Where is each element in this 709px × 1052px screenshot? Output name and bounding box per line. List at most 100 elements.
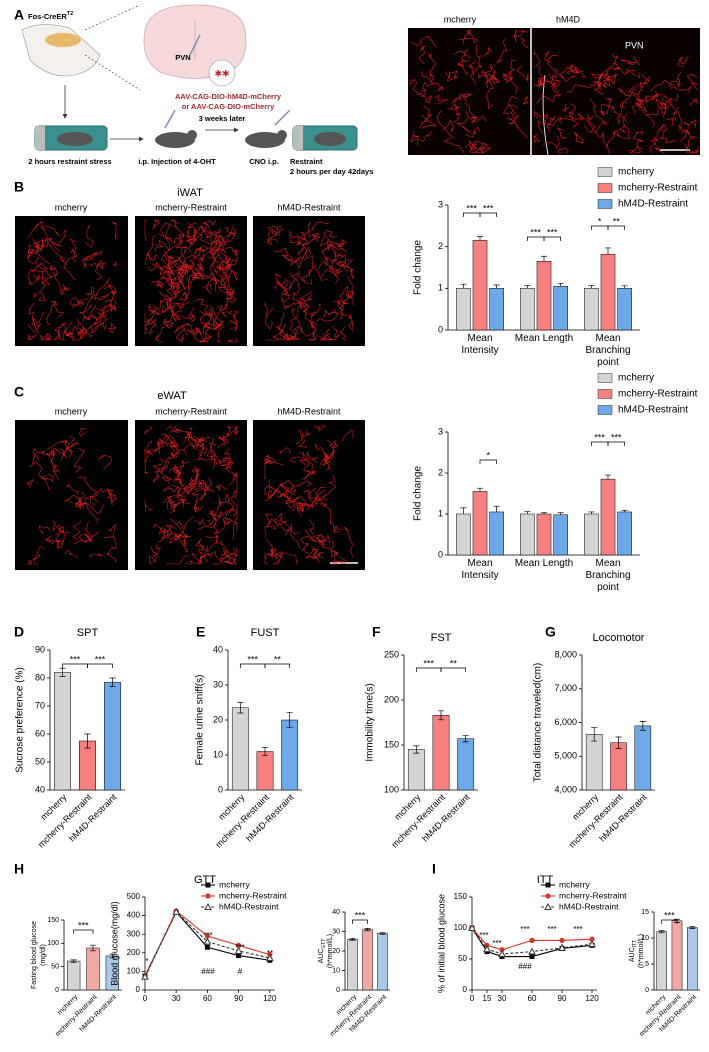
bar [617,288,632,331]
y-tick-label: 0 [438,324,443,334]
sig-bracket [463,212,481,217]
y-axis-label: Female urine sniff(s) [195,675,206,766]
marker [529,937,535,944]
step-label: 2 hours per day 42days [290,167,373,176]
x-tick-label: 30 [498,994,507,1003]
significance: * [145,957,148,966]
legend-label: mcherry-Restraint [219,890,287,900]
mouse-head-icon [277,130,287,140]
significance: *** [594,432,605,442]
bar [553,286,568,331]
y-tick-label: 2 [438,241,443,251]
significance: * [598,216,602,226]
y-tick-label: 80 [35,672,45,682]
fluorescence-texture [27,221,117,341]
fluorescence-texture [533,50,699,154]
significance: * [487,450,491,460]
fluorescence-texture [264,221,354,341]
neuron-icons: ✱✱ [214,68,229,78]
tube-cap [35,126,45,150]
error-bar [462,735,469,743]
step-label: CNO i.p. [249,157,279,166]
y-axis-label-part: AUC [629,947,636,962]
injection-needle [189,34,201,56]
legend-swatch [597,373,613,383]
series-line [471,927,593,958]
y-tick-label: 0 [463,985,468,994]
marker [499,947,505,953]
marker [529,954,535,960]
error-bar [639,721,646,731]
sig-bracket [87,663,113,668]
legend-label: hM4D-Restraint [219,901,279,911]
panel-letter: I [432,861,436,877]
significance: ### [518,962,532,971]
y-axis-label: Sucrose preference (%) [15,667,26,773]
bar [585,734,603,791]
bar [584,513,599,556]
error-bar [541,255,547,262]
y-tick-label: 0 [55,987,59,994]
y-tick-label: 150 [384,739,399,749]
marker [203,937,212,945]
y-axis-label: Fold change [413,466,424,521]
significance: ** [613,216,621,226]
bar [407,749,425,791]
marker [528,947,536,955]
legend-label: mcherry-Restraint [618,183,698,194]
significance: *** [573,925,582,934]
category-label-box: Mean Intensity [461,558,498,581]
y-axis-label: (h*mmol/L) [327,934,334,968]
x-tick-label: 15 [483,994,492,1003]
micrograph [253,420,365,570]
legend-label: hM4D-Restraint [559,901,619,911]
y-tick-label: 100 [454,923,468,932]
sig-bracket [352,919,368,924]
significance: *** [547,925,556,934]
bar [281,719,299,791]
legend-marker [205,882,211,888]
significance: *** [70,654,81,664]
y-tick-label: 7,000 [554,683,577,693]
schematic: Fos-CreERT2 PVN ✱✱ AAV-CAG-DIO-hM4D-mChe… [21,4,373,176]
y-tick-label: 300 [127,929,141,938]
bar [86,947,100,991]
bar [489,288,504,331]
y-tick-label: 40 [213,644,223,654]
marker [236,942,242,948]
error-bar [438,710,444,721]
y-axis-label: AUCITT [629,940,638,962]
legend-swatch [597,183,613,193]
tube-cap [293,126,303,150]
fluorescence-texture [144,219,238,343]
significance: *** [492,939,501,948]
bar [362,929,373,991]
category-label-box: Mean Branching point [585,558,630,593]
significance: *** [235,943,244,952]
error-bar [286,711,293,729]
y-tick-label: 150 [454,892,468,901]
error-bar [84,733,91,749]
x-tick-label: Mean Length [514,558,574,569]
panel-letter: E [196,624,205,640]
legend-swatch [597,199,613,209]
micrograph [135,216,247,346]
bar [687,927,698,991]
x-tick-label: 60 [528,994,537,1003]
zoom-line [84,4,141,31]
error-bar [237,702,244,714]
error-bar [70,959,77,963]
marker [498,949,506,958]
panel-letter: D [14,624,24,640]
marker [204,944,210,950]
y-tick-label: 30 [332,928,340,935]
bar [489,511,504,556]
significance: ** [267,949,273,958]
sig-bracket [661,919,678,924]
significance: *** [664,910,675,920]
significance: *** [247,654,258,664]
sig-bracket [543,236,561,241]
bar [520,288,535,331]
bar [671,920,683,991]
bar [610,742,627,791]
